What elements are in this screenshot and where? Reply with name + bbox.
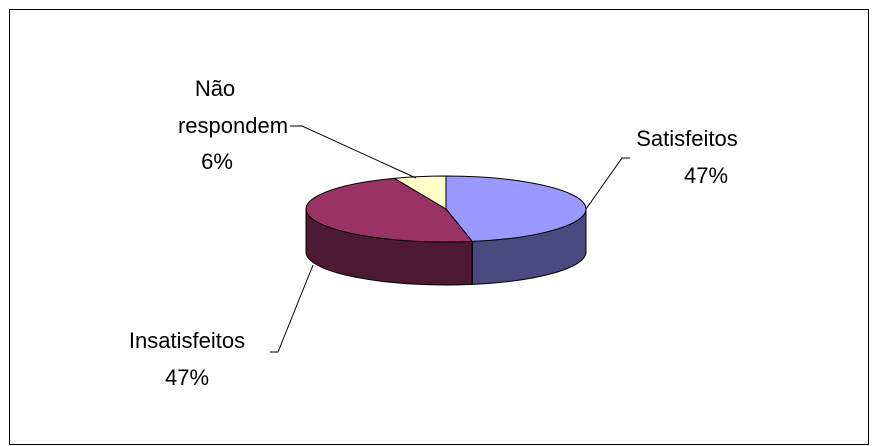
label-nao-respondem-line2: respondem: [178, 113, 288, 138]
leader-satisfeitos: [585, 157, 630, 210]
pie-slice-nao-respondem: [392, 175, 447, 210]
leader-nao-respondem: [290, 125, 417, 179]
label-satisfeitos-value: 47%: [684, 163, 728, 188]
label-nao-respondem-line1: Não: [195, 76, 235, 101]
leader-insatisfeitos: [270, 264, 314, 353]
leader-lines: [270, 125, 630, 353]
pie-slice-insatisfeitos: [305, 177, 474, 243]
label-nao-respondem-value: 6%: [201, 149, 233, 174]
label-insatisfeitos-name: Insatisfeitos: [129, 328, 245, 353]
pie-layer: [305, 175, 587, 286]
pie-slice-satisfeitos: [445, 175, 587, 242]
label-insatisfeitos-value: 47%: [165, 365, 209, 390]
label-satisfeitos-name: Satisfeitos: [636, 126, 738, 151]
